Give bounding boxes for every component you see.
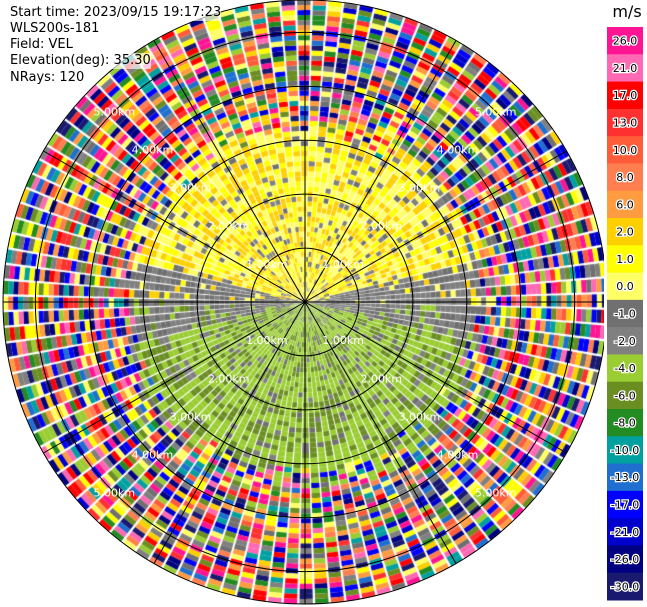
radial-line-120 xyxy=(304,301,567,454)
nrays-label: NRays: 120 xyxy=(10,70,85,86)
colorbar-swatch xyxy=(607,518,643,546)
colorbar-swatch xyxy=(607,572,643,601)
colorbar-units-label: m/s xyxy=(612,2,641,21)
colorbar-tick-label: -2.0 xyxy=(614,335,635,348)
ppi-overlay: 1.00km 1.00km 1.00km 1.00km 2.00km 2.00km 2.00… xyxy=(2,0,604,605)
colorbar-swatch xyxy=(607,54,643,83)
range-ring-label: 2.00km xyxy=(208,220,250,233)
colorbar-swatch xyxy=(607,81,643,110)
range-ring-label: 1.00km xyxy=(322,334,364,347)
radial-line-240 xyxy=(43,301,306,454)
range-ring-label: 4.00km xyxy=(132,449,174,462)
range-ring-label: 5.00km xyxy=(475,487,517,500)
radial-line-300 xyxy=(43,150,306,303)
colorbar-swatch xyxy=(607,381,643,410)
colorbar-tick-labels: 26.0 21.0 17.0 13.0 10.0 8.0 6.0 2.0 1.0 0.0 -1.0 -… xyxy=(610,33,641,594)
range-ring-label: 4.00km xyxy=(437,143,479,156)
range-ring-label: 3.00km xyxy=(170,410,212,423)
colorbar-swatch xyxy=(607,463,643,492)
range-ring-label: 3.00km xyxy=(170,182,212,195)
range-ring-label: 1.00km xyxy=(246,258,288,271)
colorbar-swatch xyxy=(607,409,643,437)
colorbar-swatch xyxy=(607,163,643,192)
colorbar-tick-label: -4.0 xyxy=(614,362,635,375)
radial-line-60 xyxy=(304,150,567,303)
colorbar-tick-label: 6.0 xyxy=(616,198,634,211)
colorbar-tick-label: -26.0 xyxy=(611,553,639,566)
field-label: Field: VEL xyxy=(10,37,73,53)
colorbar-tick-label: -6.0 xyxy=(614,389,635,402)
colorbar-tick-label: 1.0 xyxy=(616,253,634,266)
range-ring-label: 4.00km xyxy=(437,449,479,462)
colorbar-tick-label: 17.0 xyxy=(613,89,638,102)
colorbar-swatch xyxy=(607,27,643,55)
colorbar-swatch xyxy=(607,354,643,383)
radial-line-30 xyxy=(304,40,457,303)
colorbar-tick-label: 8.0 xyxy=(616,171,634,184)
instrument-label: WLS200s-181 xyxy=(10,21,100,37)
colorbar-tick-label: -30.0 xyxy=(611,580,639,593)
colorbar-swatch xyxy=(607,108,643,137)
colorbar-tick-label: 21.0 xyxy=(613,62,638,75)
colorbar-swatch xyxy=(607,136,643,164)
colorbar-tick-label: -17.0 xyxy=(611,499,639,512)
colorbar-tick-label: 13.0 xyxy=(613,117,638,130)
range-ring-label: 5.00km xyxy=(94,487,136,500)
range-ring-label: 5.00km xyxy=(94,105,136,118)
colorbar-tick-label: -13.0 xyxy=(611,471,639,484)
range-ring-label: 2.00km xyxy=(360,372,402,385)
colorbar-swatch xyxy=(607,436,643,465)
colorbar-tick-label: 10.0 xyxy=(613,144,638,157)
colorbar-tick-label: 2.0 xyxy=(616,226,634,239)
colorbar-tick-label: 26.0 xyxy=(613,35,638,48)
colorbar-swatch xyxy=(607,327,643,355)
range-ring-label: 2.00km xyxy=(360,220,402,233)
colorbar-tick-label: -1.0 xyxy=(614,308,635,321)
colorbar-tick-label: -8.0 xyxy=(614,417,635,430)
colorbar-swatch xyxy=(607,218,643,246)
range-ring-labels: 1.00km 1.00km 1.00km 1.00km 2.00km 2.00km 2.00… xyxy=(94,105,517,499)
radial-line-150 xyxy=(304,301,457,564)
colorbar-tick-label: -10.0 xyxy=(611,444,639,457)
colorbar-swatches xyxy=(607,27,643,601)
radial-line-330 xyxy=(153,40,306,303)
colorbar-swatch xyxy=(607,272,643,301)
range-ring-label: 1.00km xyxy=(246,334,288,347)
colorbar: m/s 26.0 21.0 17.0 13.0 10.0 8.0 6.0 2.0 1.0 0.0 -… xyxy=(607,2,643,601)
range-ring-label: 3.00km xyxy=(399,410,441,423)
range-ring-label: 3.00km xyxy=(399,182,441,195)
range-ring-label: 2.00km xyxy=(208,372,250,385)
elevation-label: Elevation(deg): 35.30 xyxy=(10,53,151,69)
colorbar-swatch xyxy=(607,490,643,519)
colorbar-swatch xyxy=(607,545,643,574)
range-ring-label: 4.00km xyxy=(132,143,174,156)
start-time-label: Start time: 2023/09/15 19:17:23 xyxy=(10,5,222,21)
colorbar-tick-label: -21.0 xyxy=(611,526,639,539)
radial-lines xyxy=(3,0,604,604)
colorbar-tick-label: 0.0 xyxy=(616,280,634,293)
range-ring-label: 5.00km xyxy=(475,105,517,118)
colorbar-swatch xyxy=(607,245,643,274)
range-ring-label: 1.00km xyxy=(322,258,364,271)
colorbar-swatch xyxy=(607,190,643,219)
radial-line-210 xyxy=(153,301,306,564)
colorbar-swatch xyxy=(607,299,643,328)
